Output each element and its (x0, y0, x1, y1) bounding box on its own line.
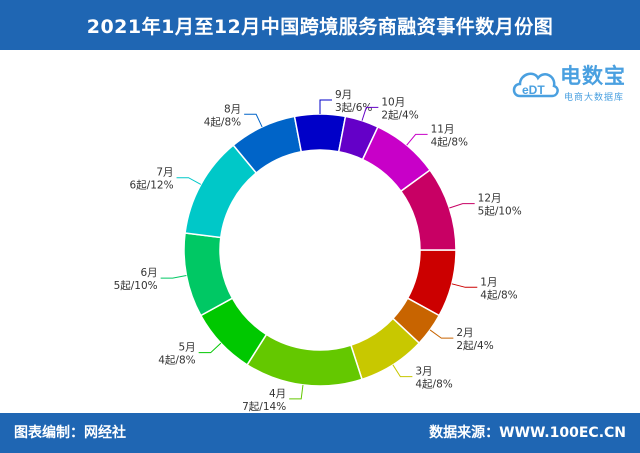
logo: eDT 电数宝 电商大数据库 (512, 58, 632, 112)
value-label-6: 5起/10% (114, 280, 158, 292)
category-label-10: 10月 (381, 96, 405, 108)
category-label-1: 1月 (480, 276, 497, 288)
value-label-2: 2起/4% (456, 340, 493, 352)
category-label-9: 9月 (335, 89, 352, 101)
chart-compiler: 图表编制：网经社 (14, 425, 126, 441)
donut-chart: 1月4起/8%2月2起/4%3月4起/8%4月7起/14%5月4起/8%6月5起… (114, 89, 522, 413)
category-label-7: 7月 (156, 167, 173, 179)
leader-line-3 (392, 364, 413, 378)
donut-slice-9 (293, 113, 347, 153)
donut-slice-4 (246, 333, 363, 387)
chart-title: 2021年1月至12月中国跨境服务商融资事件数月份图 (86, 15, 554, 38)
leader-line-8 (244, 113, 263, 128)
category-label-2: 2月 (456, 327, 473, 339)
leader-line-5 (198, 342, 222, 354)
category-label-3: 3月 (415, 366, 432, 378)
category-label-5: 5月 (178, 342, 195, 354)
value-label-9: 3起/6% (335, 102, 372, 114)
category-label-6: 6月 (140, 267, 157, 279)
leader-line-1 (451, 283, 478, 288)
donut-slices (183, 113, 457, 387)
leader-line-10 (361, 106, 379, 121)
donut-labels: 1月4起/8%2月2起/4%3月4起/8%4月7起/14%5月4起/8%6月5起… (114, 89, 522, 413)
donut-slice-12 (399, 169, 457, 251)
value-label-12: 5起/10% (478, 206, 522, 218)
chart-footer: 图表编制：网经社 数据来源：WWW.100EC.CN (0, 413, 640, 453)
leader-line-12 (449, 203, 475, 209)
value-label-4: 7起/14% (242, 401, 286, 413)
category-label-12: 12月 (478, 193, 502, 205)
leader-line-7 (176, 177, 202, 185)
leader-line-9 (319, 99, 332, 114)
value-label-3: 4起/8% (415, 379, 452, 391)
cloud-logo-icon: eDT (512, 72, 559, 98)
chart-source: 数据来源：WWW.100EC.CN (429, 425, 626, 441)
category-label-11: 11月 (431, 123, 455, 135)
value-label-10: 2起/4% (381, 109, 418, 121)
leader-line-2 (429, 329, 454, 339)
category-label-4: 4月 (269, 388, 286, 400)
value-label-5: 4起/8% (158, 355, 195, 367)
value-label-1: 4起/8% (480, 289, 517, 301)
leader-line-11 (406, 133, 428, 146)
value-label-11: 4起/8% (431, 136, 468, 148)
category-label-8: 8月 (224, 103, 241, 115)
chart-header: 2021年1月至12月中国跨境服务商融资事件数月份图 (0, 0, 640, 50)
leader-line-6 (160, 274, 187, 279)
logo-name: 电数宝 (560, 64, 626, 88)
value-label-8: 4起/8% (204, 116, 241, 128)
logo-mark-text: eDT (522, 83, 545, 97)
leader-line-4 (289, 384, 304, 400)
logo-subtitle: 电商大数据库 (564, 93, 625, 103)
value-label-7: 6起/12% (129, 180, 173, 192)
